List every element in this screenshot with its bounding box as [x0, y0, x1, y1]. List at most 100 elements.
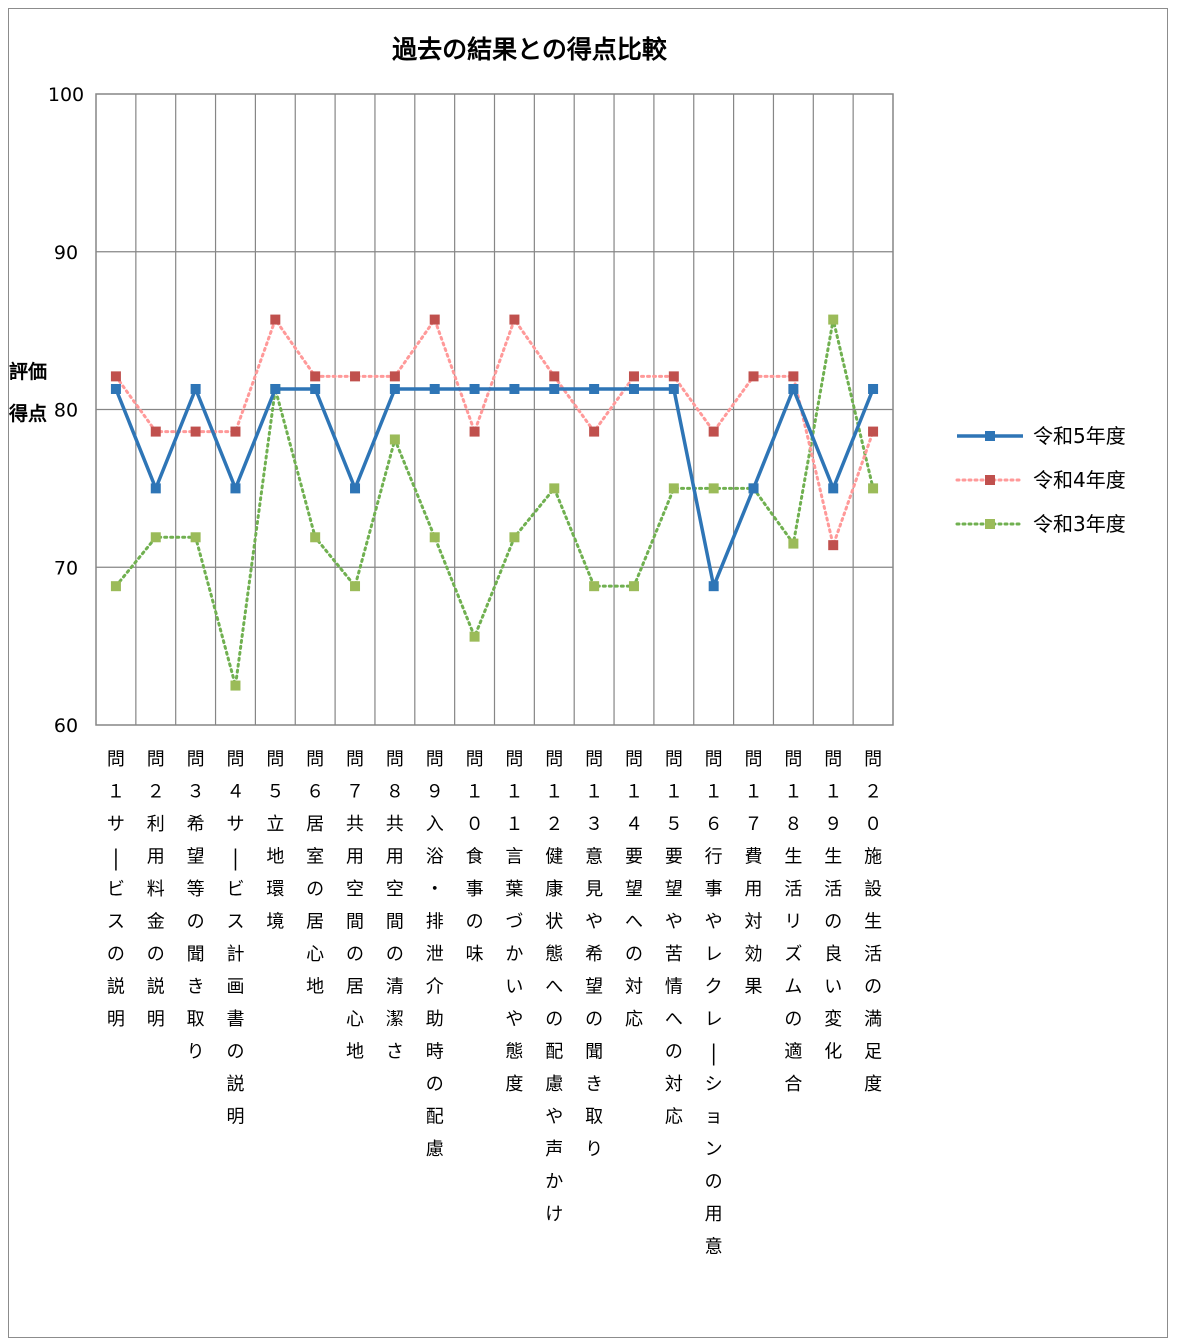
category-label-char: 画	[226, 977, 244, 998]
category-label-char: 満	[864, 1009, 882, 1030]
category-label-char: づ	[505, 912, 523, 933]
category-label-char: 排	[426, 912, 444, 933]
data-point-marker	[469, 383, 480, 394]
category-label-char: 足	[864, 1042, 882, 1063]
category-label-char: 利	[147, 814, 165, 835]
category-label-char: の	[187, 912, 205, 933]
category-label-char: い	[505, 977, 523, 998]
category-label-char: 変	[824, 1009, 842, 1030]
data-point-marker	[150, 483, 161, 494]
category-label-char: 要	[625, 847, 643, 868]
category-label-char: ビ	[226, 879, 244, 900]
data-point-marker	[150, 426, 161, 437]
category-label-char: 問	[266, 749, 284, 770]
category-label-char: 施	[864, 847, 882, 868]
category-label-char: き	[585, 1074, 603, 1095]
category-label-char: 心	[346, 1009, 364, 1030]
category-label-char: ３	[187, 782, 205, 803]
data-point-marker	[270, 383, 281, 394]
category-label-char: １	[665, 782, 683, 803]
category-label-char: 問	[386, 749, 404, 770]
category-label-char: 用	[346, 847, 364, 868]
category-label-char: ４	[226, 782, 244, 803]
data-point-marker	[788, 538, 799, 549]
data-point-marker	[230, 426, 241, 437]
category-label-char: や	[665, 912, 683, 933]
data-point-marker	[708, 483, 719, 494]
data-point-marker	[469, 426, 480, 437]
y-tick-label: 100	[48, 84, 84, 106]
data-point-marker	[828, 314, 839, 325]
category-label-char: 料	[147, 879, 165, 900]
y-axis-label-text: 得点	[8, 402, 47, 425]
data-point-marker	[230, 483, 241, 494]
category-label-char: の	[426, 1074, 444, 1095]
data-point-marker	[708, 426, 719, 437]
data-point-marker	[628, 383, 639, 394]
category-label-char: ７	[346, 782, 364, 803]
legend-item: 令和3年度	[955, 512, 1126, 536]
category-label-char: 地	[346, 1042, 364, 1063]
category-label-char: ８	[784, 814, 802, 835]
data-point-marker	[150, 532, 161, 543]
category-label-char: 金	[147, 912, 165, 933]
category-label-char: 問	[864, 749, 882, 770]
category-label-char: の	[306, 879, 324, 900]
category-label-char: 助	[426, 1009, 444, 1030]
category-label-char: 取	[585, 1107, 603, 1128]
category-label-char: 健	[545, 847, 563, 868]
category-label-char: 問	[824, 749, 842, 770]
category-label-char: 望	[665, 879, 683, 900]
legend-marker-swatch	[985, 431, 995, 441]
category-label-char: 康	[545, 879, 563, 900]
category-label-char: の	[864, 977, 882, 998]
category-label-char: 希	[187, 814, 205, 835]
category-label-char: ２	[864, 782, 882, 803]
plot-grid	[95, 93, 894, 726]
category-label-char: 事	[466, 879, 484, 900]
category-label-char: の	[625, 944, 643, 965]
category-label-char: の	[705, 1172, 723, 1193]
category-label-char: 室	[306, 847, 324, 868]
category-label-char: か	[545, 1172, 563, 1193]
data-point-marker	[230, 680, 241, 691]
category-label-char: ０	[466, 814, 484, 835]
category-label-char: 入	[426, 814, 444, 835]
data-point-marker	[190, 532, 201, 543]
category-label-char: 地	[306, 977, 324, 998]
data-point-marker	[190, 383, 201, 394]
category-label-char: 問	[705, 749, 723, 770]
category-label-char: ５	[665, 814, 683, 835]
category-label-char: の	[226, 1042, 244, 1063]
legend-label: 令和5年度	[1033, 424, 1126, 448]
category-label-char: へ	[665, 1009, 683, 1030]
category-label-char: 状	[545, 912, 563, 933]
category-label-char: ７	[745, 814, 763, 835]
category-label-char: 計	[226, 944, 244, 965]
category-label-char: 間	[386, 912, 404, 933]
y-axis-ticks: 60 70 80 90 100	[48, 84, 84, 737]
category-label-char: 介	[426, 977, 444, 998]
category-label-char: 居	[306, 912, 324, 933]
category-label-char: 用	[745, 879, 763, 900]
legend-item: 令和4年度	[955, 468, 1126, 492]
data-point-marker	[310, 371, 321, 382]
series-line	[114, 318, 875, 547]
category-label-char: 地	[266, 847, 284, 868]
category-label-char: 立	[266, 814, 284, 835]
data-point-marker	[668, 371, 679, 382]
category-label-char: ス	[107, 912, 125, 933]
category-label-char: 慮	[426, 1139, 444, 1160]
data-point-marker	[509, 383, 520, 394]
category-label-char: 問	[187, 749, 205, 770]
category-label-char: 応	[625, 1009, 643, 1030]
category-label-char: １	[784, 782, 802, 803]
category-label-char: 意	[705, 1237, 723, 1258]
category-label-char: 度	[864, 1074, 882, 1095]
